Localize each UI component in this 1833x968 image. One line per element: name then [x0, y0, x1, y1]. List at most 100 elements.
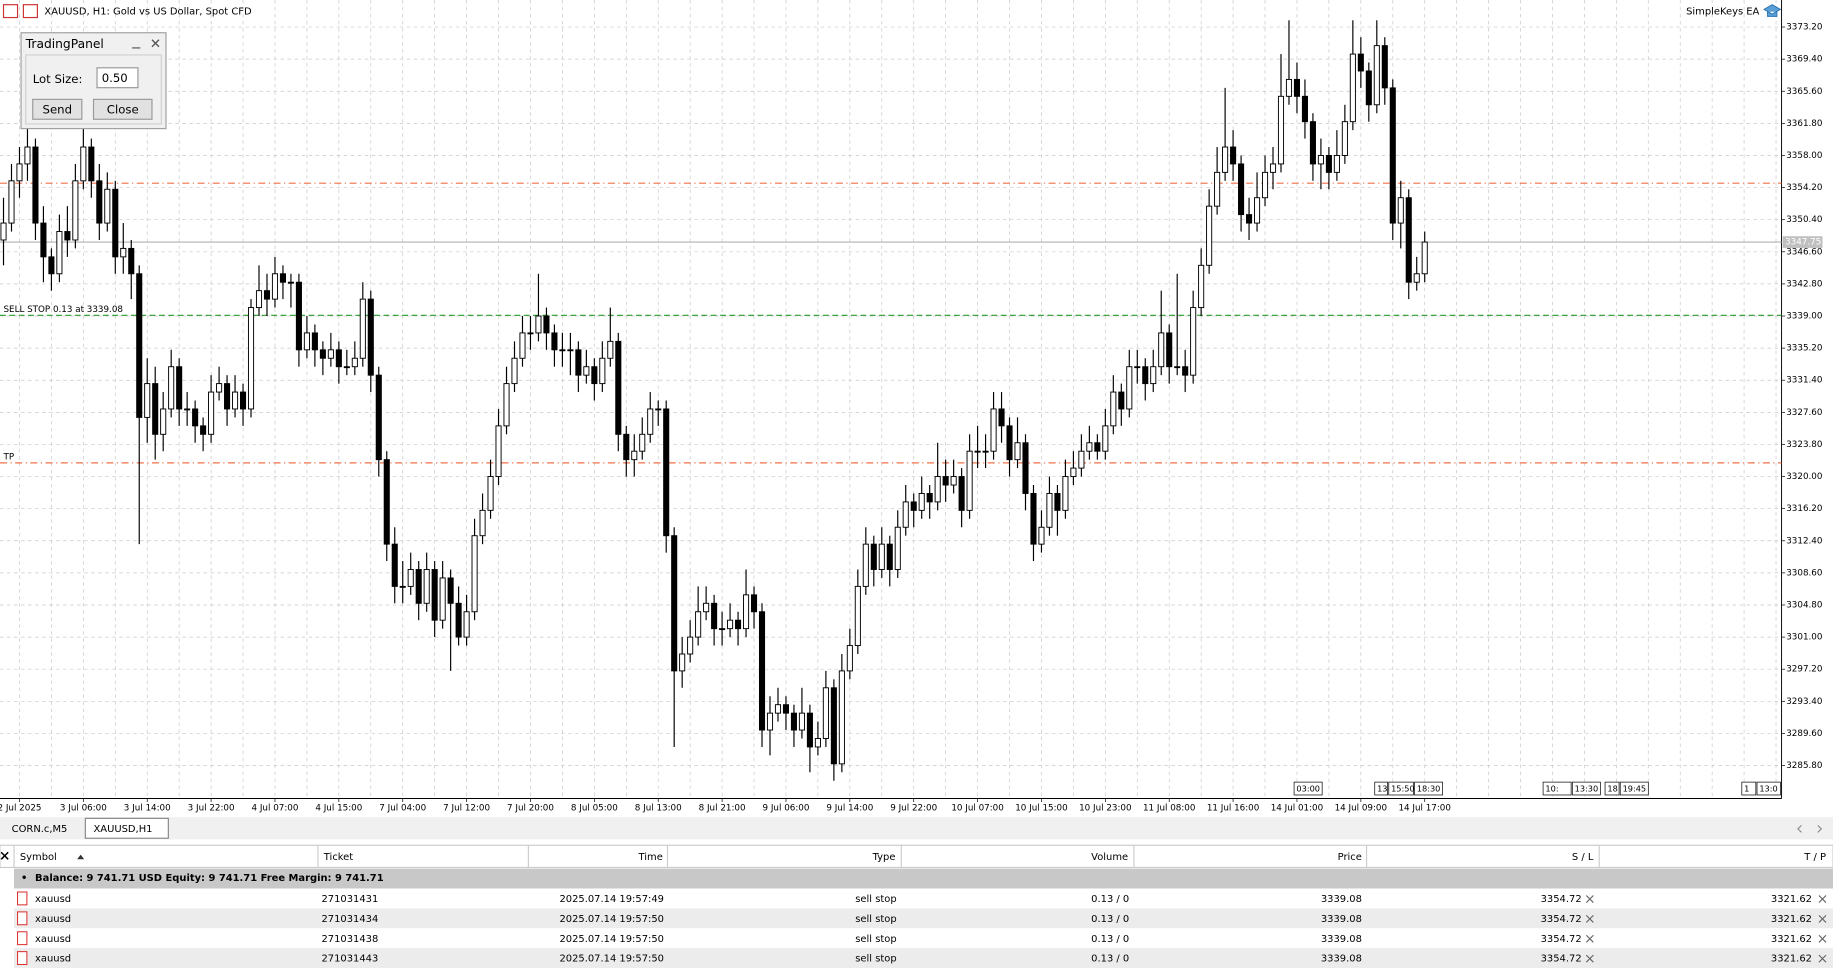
candle-body: [335, 349, 342, 368]
candle-body: [32, 146, 39, 224]
candle-body: [1182, 366, 1189, 376]
column-header[interactable]: Type: [872, 852, 896, 863]
column-header[interactable]: Ticket: [323, 852, 353, 863]
tab-arrows[interactable]: [1797, 824, 1823, 833]
remove-level[interactable]: [1818, 895, 1827, 903]
candle-body: [495, 425, 502, 478]
close-toolbox[interactable]: [0, 851, 9, 860]
active-tab[interactable]: [84, 817, 169, 839]
candle-body: [974, 450, 981, 453]
lot-label: Lot Size:: [33, 72, 83, 86]
candle-body: [750, 594, 758, 613]
time-marker: [1293, 781, 1323, 796]
candle-body: [615, 340, 622, 435]
table-cell: 3321.62: [1771, 934, 1812, 945]
table-row[interactable]: [14, 948, 1833, 968]
column-header[interactable]: T / P: [1803, 852, 1826, 863]
close-button[interactable]: [92, 98, 153, 120]
y-tick-label: 3346.60: [1786, 247, 1822, 257]
candle-body: [359, 298, 366, 359]
y-tick-label: 3365.60: [1786, 87, 1822, 97]
candle-body: [192, 408, 199, 427]
table-row[interactable]: [14, 928, 1833, 949]
remove-level[interactable]: [1818, 934, 1827, 943]
candle-body: [263, 290, 271, 300]
candle-body: [447, 577, 454, 604]
tab[interactable]: XAUUSD,H1: [94, 824, 153, 835]
candle-body: [423, 569, 430, 604]
table-cell: 3354.72: [1541, 894, 1582, 905]
candle-body: [1413, 273, 1420, 283]
table-cell: 3339.08: [1321, 934, 1362, 945]
close-panel[interactable]: [151, 39, 160, 48]
candle-body: [942, 476, 949, 486]
column-header[interactable]: Time: [638, 852, 663, 863]
y-tick-label: 3289.60: [1786, 729, 1822, 739]
candle-body: [216, 383, 223, 393]
menu-icon[interactable]: [2, 4, 19, 19]
candle-body: [40, 222, 47, 258]
remove-level[interactable]: [1585, 934, 1594, 943]
send-button[interactable]: [32, 98, 83, 120]
candle-body: [1150, 366, 1157, 385]
candle-body: [822, 687, 829, 739]
candle-body: [830, 687, 837, 765]
candle-body: [16, 163, 23, 182]
candle-body: [1277, 95, 1285, 165]
candle-body: [1333, 155, 1340, 173]
candle-body: [838, 670, 845, 765]
lot-input[interactable]: [96, 67, 139, 89]
candle-body: [144, 383, 151, 418]
candle-body: [399, 585, 406, 588]
candle-body: [1086, 442, 1093, 452]
candle-body: [120, 247, 127, 258]
ea-icon: [1763, 4, 1782, 17]
x-tick-label: 10 Jul 07:00: [951, 803, 1003, 813]
chart-icon[interactable]: [22, 4, 38, 19]
y-tick-label: 3320.00: [1786, 472, 1822, 482]
remove-level[interactable]: [1585, 914, 1594, 923]
summary-row: [14, 868, 1833, 889]
table-row[interactable]: [14, 908, 1833, 929]
candle-body: [1397, 197, 1404, 224]
time-marker: [1542, 781, 1572, 796]
candle-body: [559, 349, 566, 352]
candle-body: [431, 569, 438, 621]
candle-body: [1062, 476, 1069, 511]
candle-body: [846, 645, 853, 672]
candle-body: [391, 543, 398, 587]
candle-body: [1254, 197, 1261, 224]
remove-level[interactable]: [1818, 954, 1827, 963]
candle-body: [870, 543, 877, 570]
time-marker: [1374, 781, 1388, 796]
table-row[interactable]: [14, 888, 1833, 909]
order-icon: [17, 911, 28, 926]
candle-body: [208, 391, 215, 435]
remove-level[interactable]: [1818, 914, 1827, 923]
column-header[interactable]: Symbol: [20, 852, 57, 863]
candle-body: [543, 315, 550, 334]
ea-name: SimpleKeys EA: [1686, 7, 1759, 18]
candle-body: [1134, 366, 1141, 369]
column-header[interactable]: S / L: [1572, 852, 1594, 863]
candle-body: [575, 349, 582, 376]
tab[interactable]: CORN.c,M5: [12, 824, 68, 835]
candle-body: [1261, 171, 1269, 199]
time-marker: [1604, 781, 1620, 796]
column-header[interactable]: Price: [1338, 852, 1362, 863]
remove-level[interactable]: [1585, 954, 1594, 963]
y-tick-label: 3339.00: [1786, 312, 1822, 322]
candle-body: [471, 535, 478, 613]
candle-body: [926, 492, 933, 503]
candle-body: [966, 450, 973, 511]
remove-level[interactable]: [1585, 895, 1594, 903]
x-tick-label: 9 Jul 06:00: [763, 803, 810, 813]
panel-title: TradingPanel: [25, 37, 104, 51]
candle-body: [8, 180, 15, 224]
candle-body: [527, 332, 534, 335]
table-cell: 3321.62: [1771, 914, 1812, 925]
candle-body: [479, 509, 486, 537]
table-cell: xauusd: [35, 934, 71, 945]
column-header[interactable]: Volume: [1091, 852, 1128, 863]
candle-body: [727, 619, 734, 630]
